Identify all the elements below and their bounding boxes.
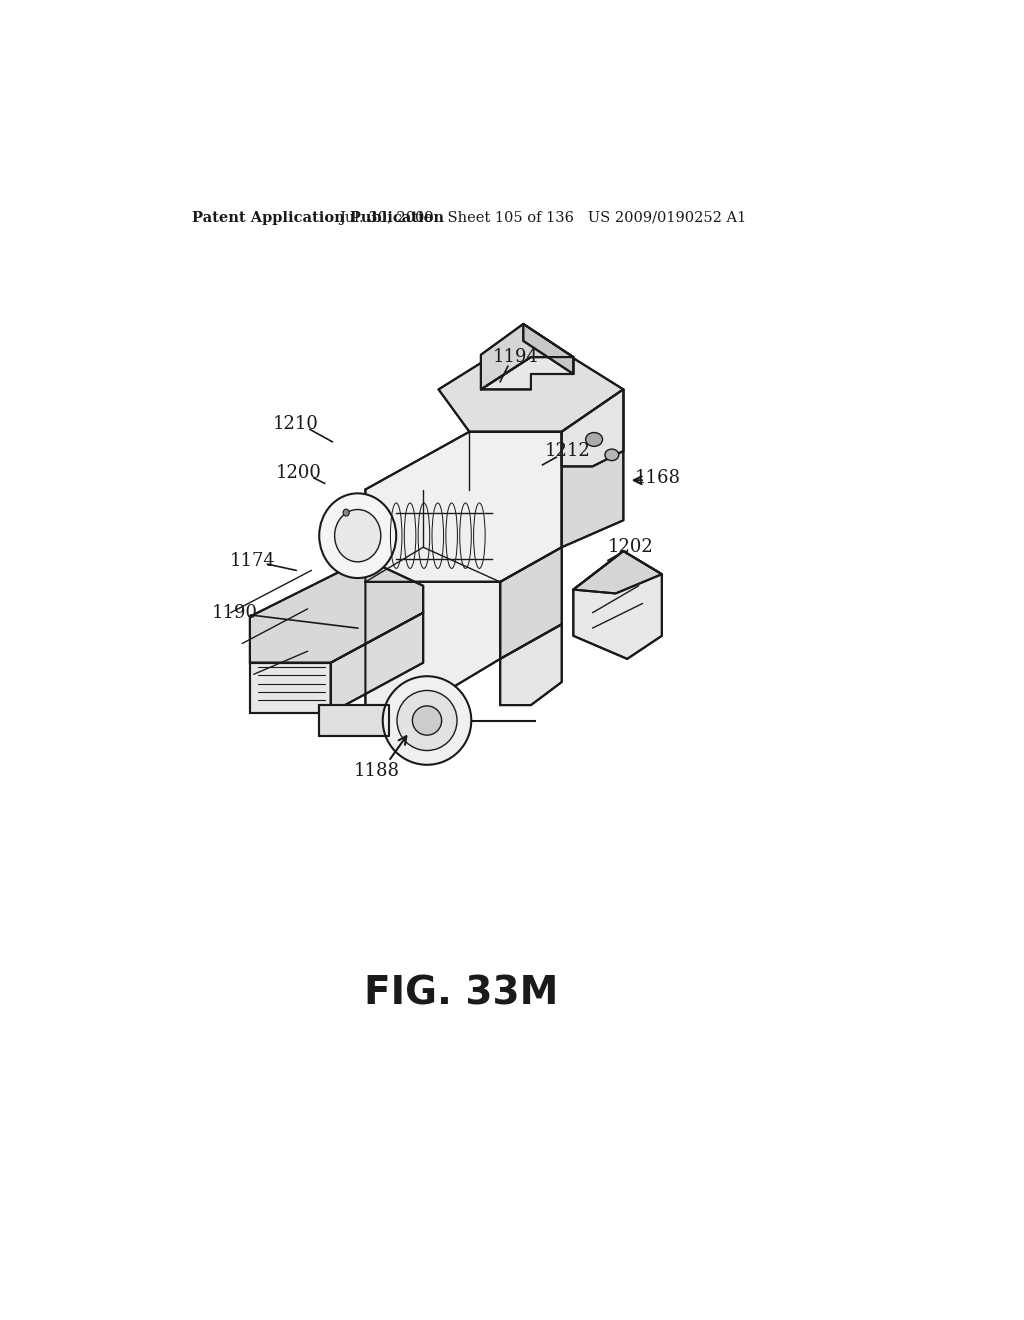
Polygon shape: [573, 552, 662, 594]
Ellipse shape: [413, 706, 441, 735]
Text: Patent Application Publication: Patent Application Publication: [193, 211, 444, 224]
Polygon shape: [250, 663, 331, 713]
Polygon shape: [562, 389, 624, 466]
Polygon shape: [523, 323, 573, 374]
Text: 1194: 1194: [493, 348, 539, 366]
Text: 1210: 1210: [273, 414, 319, 433]
Polygon shape: [500, 548, 562, 659]
Text: 1174: 1174: [229, 552, 275, 570]
Polygon shape: [438, 331, 624, 432]
Text: 1168: 1168: [635, 469, 681, 487]
Polygon shape: [366, 582, 500, 705]
Ellipse shape: [586, 433, 602, 446]
Ellipse shape: [397, 690, 457, 751]
Text: 1190: 1190: [212, 603, 257, 622]
Text: Jul. 30, 2009   Sheet 105 of 136   US 2009/0190252 A1: Jul. 30, 2009 Sheet 105 of 136 US 2009/0…: [339, 211, 746, 224]
Text: 1202: 1202: [608, 539, 654, 556]
Ellipse shape: [343, 510, 349, 516]
Polygon shape: [562, 389, 624, 548]
Ellipse shape: [383, 676, 471, 764]
Polygon shape: [319, 705, 388, 737]
Polygon shape: [331, 612, 423, 713]
Polygon shape: [366, 432, 562, 582]
Ellipse shape: [319, 494, 396, 578]
Polygon shape: [250, 558, 423, 663]
Polygon shape: [573, 552, 662, 659]
Text: 1188: 1188: [354, 762, 400, 780]
Text: 1200: 1200: [275, 463, 322, 482]
Polygon shape: [481, 323, 573, 389]
Polygon shape: [481, 358, 573, 389]
Text: 1212: 1212: [545, 442, 590, 459]
Ellipse shape: [335, 510, 381, 562]
Polygon shape: [500, 624, 562, 705]
Text: FIG. 33M: FIG. 33M: [365, 974, 559, 1012]
Ellipse shape: [605, 449, 618, 461]
